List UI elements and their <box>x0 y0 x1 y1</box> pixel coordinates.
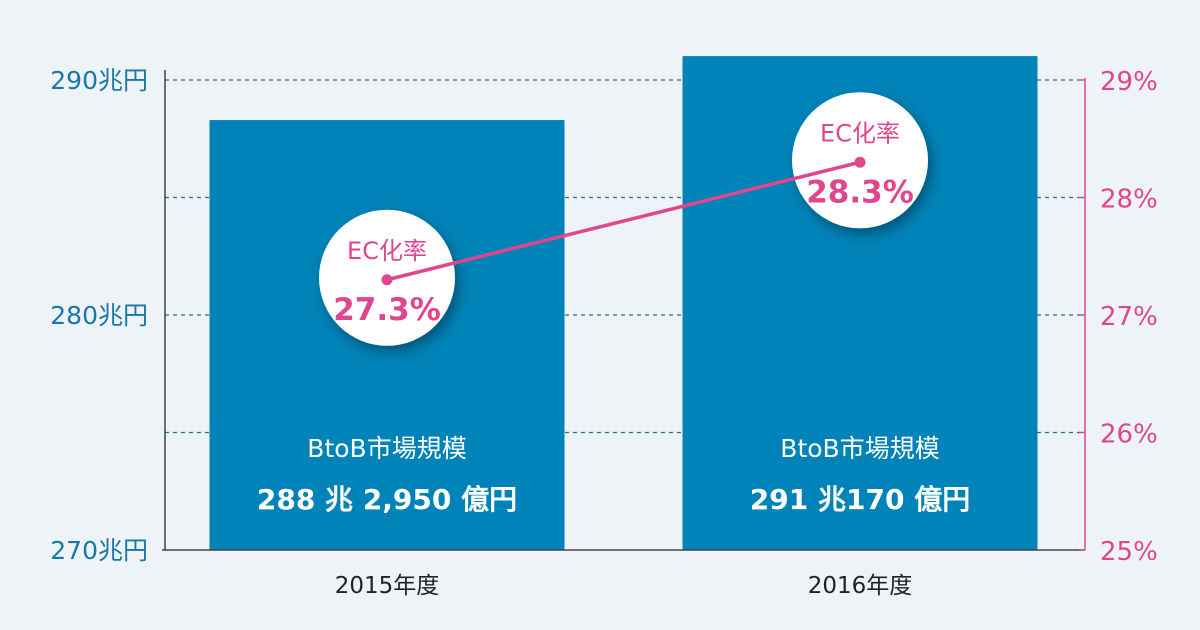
right-tick-label: 29% <box>1100 67 1158 97</box>
ec-rate-point <box>381 274 393 286</box>
bar-series-label: BtoB市場規模 <box>780 434 939 463</box>
bar-series-label: BtoB市場規模 <box>307 434 466 463</box>
bar-value-label: 291 兆170 億円 <box>750 483 970 516</box>
right-tick-label: 28% <box>1100 185 1158 215</box>
left-tick-label: 270兆円 <box>50 536 148 565</box>
category-label: 2015年度 <box>335 573 440 599</box>
left-tick-label: 280兆円 <box>50 301 148 330</box>
left-tick-label: 290兆円 <box>50 66 148 95</box>
ec-rate-line <box>386 160 861 282</box>
ec-rate-point <box>854 156 866 168</box>
right-tick-label: 27% <box>1100 302 1158 332</box>
ec-rate-value: 28.3% <box>806 174 914 210</box>
ec-rate-value: 27.3% <box>333 292 441 328</box>
category-label: 2016年度 <box>808 573 913 599</box>
right-tick-label: 26% <box>1100 420 1158 450</box>
bubble-title: EC化率 <box>820 119 900 147</box>
bar-value-label: 288 兆 2,950 億円 <box>257 483 517 516</box>
bubble-title: EC化率 <box>347 237 427 265</box>
right-tick-label: 25% <box>1100 537 1158 567</box>
